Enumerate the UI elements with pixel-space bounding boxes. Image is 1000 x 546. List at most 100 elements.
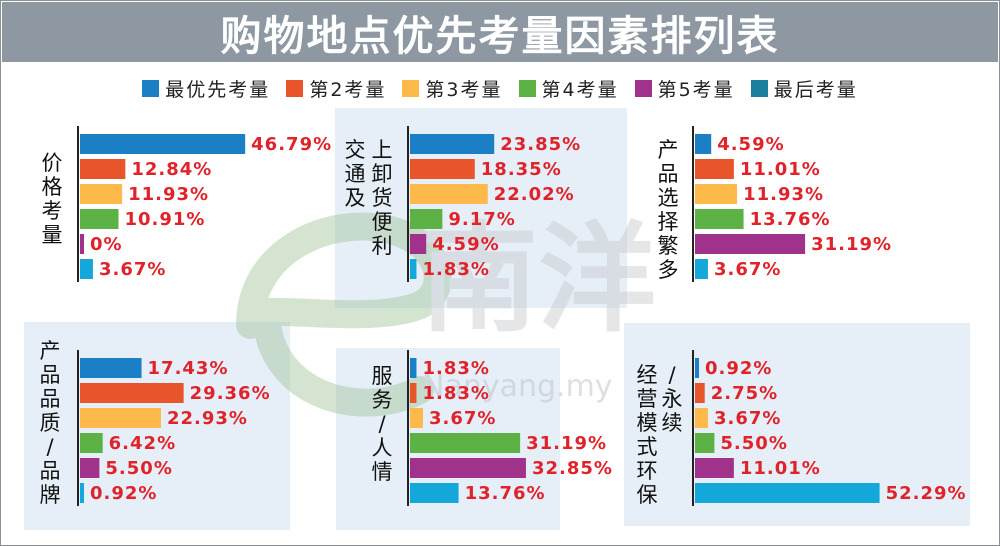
data-label: 13.76% [465, 483, 546, 504]
bar-4 [410, 433, 521, 453]
legend-label-3: 第3考量 [425, 78, 503, 101]
data-label: 0.92% [705, 358, 772, 379]
bar-6 [410, 483, 459, 503]
bar-2 [80, 383, 184, 403]
category-label-char: 考 [42, 199, 63, 223]
legend-item-3: 第3考量 [402, 75, 502, 102]
bar-6 [695, 483, 880, 503]
category-label-char: 务 [372, 388, 393, 412]
category-label-char: 品 [40, 363, 61, 387]
bar-5 [695, 234, 806, 254]
bar-5 [80, 458, 100, 478]
watermark-url: Nanyang.my [422, 369, 613, 404]
category-label-char: 选 [658, 186, 679, 210]
legend-swatch-5 [634, 79, 652, 97]
bar-3 [410, 408, 423, 428]
data-label: 6.42% [109, 433, 176, 454]
data-label: 23.85% [500, 134, 581, 155]
bar-5 [695, 458, 734, 478]
data-label: 1.83% [422, 383, 489, 404]
category-label-char: 品 [40, 459, 61, 483]
bar-5 [80, 234, 84, 254]
bar-2 [695, 159, 734, 179]
category-label-char: 经 [637, 363, 658, 387]
legend-swatch-1 [142, 79, 160, 97]
category-label-char: 择 [658, 210, 679, 234]
category-label-char: 价 [42, 151, 63, 175]
watermark: 南洋 Nanyang.my [236, 210, 656, 417]
data-label: 11.01% [740, 159, 821, 180]
bar-1 [410, 134, 495, 154]
data-label: 3.67% [714, 259, 781, 280]
category-label-char: 产 [658, 138, 679, 162]
category-label-char: 人 [372, 436, 393, 460]
data-label: 9.17% [448, 209, 515, 230]
watermark-brand: 南洋 [420, 210, 656, 348]
category-label-char: / [668, 363, 676, 387]
data-label: 1.83% [422, 259, 489, 280]
legend-item-2: 第2考量 [286, 75, 386, 102]
category-label-char: 利 [372, 234, 393, 258]
legend-swatch-2 [286, 79, 304, 97]
bar-2 [410, 383, 417, 403]
data-label: 5.50% [720, 433, 787, 454]
bar-4 [410, 209, 443, 229]
chart-title: 购物地点优先考量因素排列表 [220, 12, 780, 60]
data-label: 29.36% [190, 383, 271, 404]
legend-item-6: 最后考量 [750, 75, 858, 102]
legend-label-1: 最优先考量 [165, 78, 271, 101]
category-label-char: 营 [637, 387, 658, 411]
category-label-char: 便 [372, 210, 393, 234]
bar-6 [695, 259, 708, 279]
data-label: 31.19% [811, 234, 892, 255]
bar-4 [695, 433, 715, 453]
legend-label-6: 最后考量 [773, 78, 858, 101]
data-label: 31.19% [526, 433, 607, 454]
data-label: 0.92% [90, 483, 157, 504]
category-label-char: 繁 [658, 234, 679, 258]
data-label: 11.93% [743, 184, 824, 205]
data-label: 3.67% [99, 259, 166, 280]
bar-6 [410, 259, 417, 279]
category-label-char: 品 [658, 162, 679, 186]
legend-label-4: 第4考量 [541, 78, 619, 101]
category-label-char: 服 [372, 364, 393, 388]
category-label-char: 牌 [40, 483, 61, 507]
bar-2 [695, 383, 705, 403]
data-label: 4.59% [432, 234, 499, 255]
bar-1 [80, 358, 142, 378]
legend-label-5: 第5考量 [657, 78, 735, 101]
category-label-char: 卸 [372, 162, 393, 186]
chart-panel-5: 服务/人情 1.83% 1.83% 3.67% 31.19% 32.85% 13.76% [372, 350, 613, 506]
data-label: 11.01% [740, 458, 821, 479]
data-label: 18.35% [481, 159, 562, 180]
data-label: 17.43% [148, 358, 229, 379]
data-label: 5.50% [105, 458, 172, 479]
bar-1 [80, 134, 246, 154]
category-label-char: 及 [345, 186, 366, 210]
category-label-char: / [46, 435, 54, 459]
legend-swatch-4 [518, 79, 536, 97]
legend: 最优先考量 第2考量 第3考量 第4考量 第5考量 最后考量 [0, 74, 1000, 102]
category-label-char: 情 [372, 460, 393, 484]
data-label: 32.85% [532, 458, 613, 479]
bar-3 [695, 408, 708, 428]
data-label: 52.29% [886, 483, 967, 504]
category-label-char: 式 [637, 435, 658, 459]
category-label-char: 环 [637, 459, 658, 483]
data-label: 12.84% [131, 159, 212, 180]
bar-3 [695, 184, 738, 204]
data-label: 22.02% [494, 184, 575, 205]
category-label-char: 交 [345, 138, 366, 162]
category-label-char: 保 [637, 483, 658, 507]
category-label-char: / [378, 412, 386, 436]
legend-swatch-3 [402, 79, 420, 97]
category-label-char: 格 [42, 175, 63, 199]
bar-5 [410, 458, 526, 478]
